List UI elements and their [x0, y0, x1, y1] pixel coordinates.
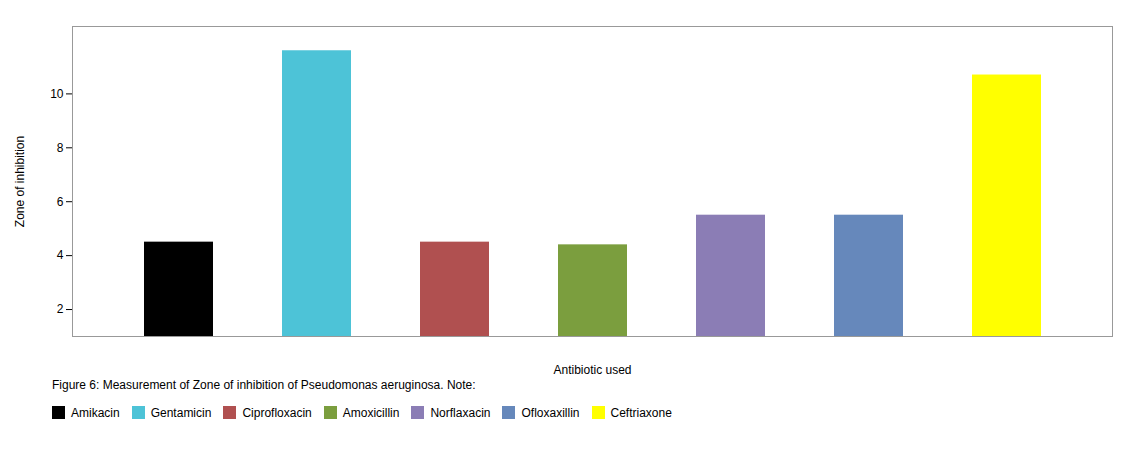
html-text:Norflaxacin: Norflaxacin: [430, 405, 491, 420]
svg-text:8: 8: [57, 141, 64, 155]
html-text:Ceftriaxone: Ceftriaxone: [610, 405, 672, 420]
svg-text:4: 4: [57, 248, 64, 262]
svg-text:Antibiotic used: Antibiotic used: [553, 363, 631, 377]
svg-text:Zone of inhibition: Zone of inhibition: [13, 136, 27, 227]
html-text:Amikacin: Amikacin: [71, 405, 120, 420]
html-text:Ciprofloxacin: Ciprofloxacin: [242, 405, 312, 420]
svg-text:10: 10: [50, 87, 64, 101]
svg-text:2: 2: [57, 302, 64, 316]
html-text:Figure 6: Measurement of Zone: Figure 6: Measurement of Zone of inhibit…: [52, 378, 476, 392]
html-text:Ofloxaxillin: Ofloxaxillin: [521, 405, 580, 420]
svg-text:6: 6: [57, 195, 64, 209]
html-text:Gentamicin: Gentamicin: [150, 405, 212, 420]
html-text:Amoxicillin: Amoxicillin: [342, 405, 400, 420]
